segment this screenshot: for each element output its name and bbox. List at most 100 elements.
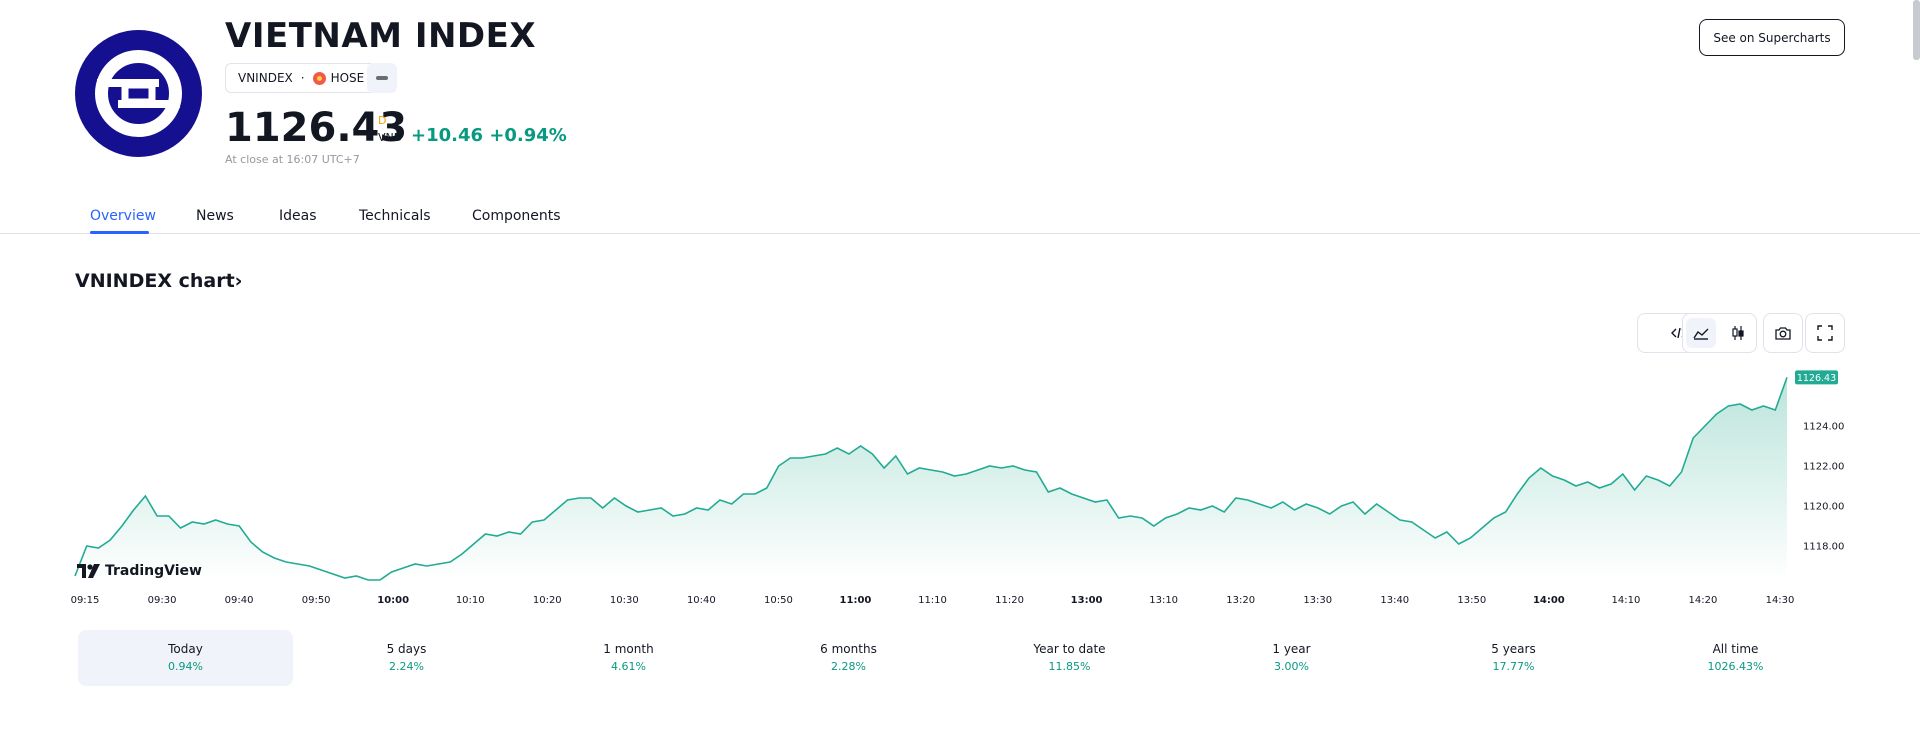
period-change: 2.28% bbox=[831, 660, 866, 673]
tradingview-logo-icon bbox=[77, 564, 100, 578]
period-5-years[interactable]: 5 years 17.77% bbox=[1406, 630, 1621, 686]
area-chart-button[interactable] bbox=[1686, 318, 1717, 348]
fullscreen-toolbar bbox=[1805, 313, 1845, 353]
x-tick-label: 11:20 bbox=[995, 595, 1024, 606]
price-area-fill bbox=[75, 377, 1787, 580]
x-tick-label: 13:10 bbox=[1149, 595, 1178, 606]
x-tick-label: 10:10 bbox=[456, 595, 485, 606]
x-tick-label: 11:10 bbox=[918, 595, 947, 606]
x-tick-label: 13:30 bbox=[1303, 595, 1332, 606]
more-icon bbox=[376, 76, 388, 80]
x-tick-label: 09:50 bbox=[302, 595, 331, 606]
tab-bar: Overview News Ideas Technicals Component… bbox=[0, 200, 1920, 234]
last-price: 1126.43 bbox=[225, 105, 408, 151]
fullscreen-button[interactable] bbox=[1810, 318, 1840, 348]
last-price-badge-bg bbox=[1795, 370, 1838, 385]
period-label: All time bbox=[1712, 642, 1759, 656]
chevron-right-icon: › bbox=[234, 270, 243, 292]
tradingview-watermark[interactable]: TradingView bbox=[77, 563, 202, 579]
period-change: 1026.43% bbox=[1707, 660, 1764, 673]
snapshot-toolbar bbox=[1763, 313, 1803, 353]
x-tick-label: 10:50 bbox=[764, 595, 793, 606]
price-change: +10.46 +0.94% bbox=[411, 125, 567, 146]
x-tick-label: 09:40 bbox=[225, 595, 254, 606]
x-tick-label: 11:00 bbox=[840, 595, 872, 606]
tradingview-label: TradingView bbox=[105, 563, 202, 579]
x-axis: 09:15 09:30 09:40 09:50 10:00 10:10 10:20 10:30… bbox=[71, 595, 1795, 606]
period-change: 11.85% bbox=[1048, 660, 1091, 673]
period-change: 17.77% bbox=[1492, 660, 1535, 673]
y-tick-label: 1120.00 bbox=[1803, 502, 1844, 513]
symbol-exchange-pill[interactable]: VNINDEX · HOSE bbox=[225, 63, 378, 93]
period-change: 2.24% bbox=[389, 660, 424, 673]
hose-exchange-icon bbox=[312, 71, 326, 85]
period-label: 6 months bbox=[820, 642, 877, 656]
candles-button[interactable] bbox=[1723, 318, 1753, 348]
chart-style-toolbar bbox=[1682, 313, 1757, 353]
x-tick-label: 13:20 bbox=[1226, 595, 1255, 606]
x-tick-label: 09:15 bbox=[71, 595, 100, 606]
period-6-months[interactable]: 6 months 2.28% bbox=[741, 630, 956, 686]
period-label: Year to date bbox=[1033, 642, 1106, 656]
y-axis: 1118.00 1120.00 1122.00 1124.00 bbox=[1803, 422, 1844, 553]
vnindex-logo-icon bbox=[75, 30, 202, 157]
price-currency: VND bbox=[378, 131, 403, 144]
candles-icon bbox=[1732, 326, 1744, 340]
snapshot-button[interactable] bbox=[1768, 318, 1798, 348]
period-5-days[interactable]: 5 days 2.24% bbox=[299, 630, 514, 686]
x-tick-label: 10:40 bbox=[687, 595, 716, 606]
x-tick-label: 10:00 bbox=[377, 595, 409, 606]
period-year-to-date[interactable]: Year to date 11.85% bbox=[962, 630, 1177, 686]
tab-overview[interactable]: Overview bbox=[90, 208, 156, 224]
period-label: 1 year bbox=[1272, 642, 1311, 656]
y-tick-label: 1122.00 bbox=[1803, 462, 1844, 473]
area-chart-icon bbox=[1693, 328, 1709, 340]
price-area-chart[interactable]: 09:15 09:30 09:40 09:50 10:00 10:10 10:20 10:30… bbox=[0, 360, 1920, 610]
camera-icon bbox=[1775, 327, 1791, 340]
x-tick-label: 14:00 bbox=[1533, 595, 1565, 606]
chart-section-title[interactable]: VNINDEX chart› bbox=[75, 270, 243, 292]
tab-ideas[interactable]: Ideas bbox=[279, 208, 317, 224]
symbol-separator: · bbox=[300, 71, 305, 85]
last-price-badge-label: 1126.43 bbox=[1797, 373, 1836, 384]
period-change: 4.61% bbox=[611, 660, 646, 673]
x-tick-label: 14:10 bbox=[1611, 595, 1640, 606]
x-tick-label: 13:40 bbox=[1380, 595, 1409, 606]
chart-title-text: VNINDEX chart bbox=[75, 270, 235, 292]
x-tick-label: 09:30 bbox=[148, 595, 177, 606]
fullscreen-icon bbox=[1817, 325, 1833, 341]
tab-components[interactable]: Components bbox=[472, 208, 561, 224]
y-tick-label: 1118.00 bbox=[1803, 542, 1844, 553]
period-1-month[interactable]: 1 month 4.61% bbox=[521, 630, 736, 686]
period-change: 0.94% bbox=[168, 660, 203, 673]
period-today[interactable]: Today 0.94% bbox=[78, 630, 293, 686]
period-label: 1 month bbox=[603, 642, 654, 656]
active-tab-indicator bbox=[90, 231, 149, 234]
price-line bbox=[74, 377, 1788, 581]
x-tick-label: 10:20 bbox=[533, 595, 562, 606]
page-title: VIETNAM INDEX bbox=[225, 16, 537, 56]
period-1-year[interactable]: 1 year 3.00% bbox=[1184, 630, 1399, 686]
see-on-supercharts-button[interactable]: See on Supercharts bbox=[1699, 19, 1845, 56]
tab-news[interactable]: News bbox=[196, 208, 234, 224]
period-label: 5 years bbox=[1491, 642, 1536, 656]
x-tick-label: 10:30 bbox=[610, 595, 639, 606]
exchange-label: HOSE bbox=[330, 71, 365, 85]
period-label: 5 days bbox=[386, 642, 427, 656]
page-scrollbar[interactable] bbox=[1913, 0, 1920, 60]
change-percent: +0.94% bbox=[489, 125, 567, 146]
last-price-badge: 1126.43 bbox=[1795, 370, 1838, 385]
period-change: 3.00% bbox=[1274, 660, 1309, 673]
more-button[interactable] bbox=[367, 63, 397, 93]
period-label: Today bbox=[168, 642, 203, 656]
y-tick-label: 1124.00 bbox=[1803, 422, 1844, 433]
change-value: +10.46 bbox=[411, 125, 484, 146]
period-selector: Today 0.94% 5 days 2.24% 1 month 4.61% 6… bbox=[75, 630, 1845, 686]
x-tick-label: 14:30 bbox=[1766, 595, 1795, 606]
period-all-time[interactable]: All time 1026.43% bbox=[1628, 630, 1843, 686]
x-tick-label: 13:50 bbox=[1457, 595, 1486, 606]
price-flag: D bbox=[378, 114, 387, 127]
symbol-label: VNINDEX bbox=[238, 71, 293, 85]
tab-technicals[interactable]: Technicals bbox=[359, 208, 431, 224]
x-tick-label: 14:20 bbox=[1689, 595, 1718, 606]
